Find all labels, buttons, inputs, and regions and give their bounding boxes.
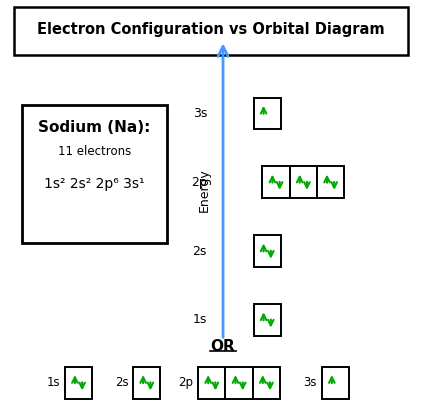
Text: OR: OR bbox=[211, 339, 235, 354]
Bar bbox=[322, 367, 349, 399]
Text: 3s: 3s bbox=[192, 107, 207, 120]
Text: 2s: 2s bbox=[115, 376, 128, 389]
Text: 2p: 2p bbox=[191, 176, 207, 189]
Text: 1s: 1s bbox=[46, 376, 60, 389]
Text: 2p: 2p bbox=[179, 376, 193, 389]
Text: Sodium (Na):: Sodium (Na): bbox=[38, 120, 151, 135]
FancyBboxPatch shape bbox=[14, 7, 408, 55]
Bar bbox=[198, 367, 225, 399]
Text: Electron Configuration vs Orbital Diagram: Electron Configuration vs Orbital Diagra… bbox=[37, 22, 385, 38]
Bar bbox=[262, 166, 289, 198]
Bar bbox=[254, 304, 281, 336]
Bar bbox=[289, 166, 317, 198]
Bar bbox=[317, 166, 344, 198]
FancyBboxPatch shape bbox=[22, 105, 167, 243]
Text: 2s: 2s bbox=[192, 245, 207, 258]
Text: 1s: 1s bbox=[192, 313, 207, 326]
Bar bbox=[133, 367, 160, 399]
Bar bbox=[225, 367, 253, 399]
Text: Energy: Energy bbox=[197, 168, 210, 212]
Text: 11 electrons: 11 electrons bbox=[58, 145, 131, 158]
Bar bbox=[254, 235, 281, 267]
Bar bbox=[254, 98, 281, 129]
Text: 3s: 3s bbox=[303, 376, 317, 389]
Text: 1s² 2s² 2p⁶ 3s¹: 1s² 2s² 2p⁶ 3s¹ bbox=[44, 177, 145, 191]
Bar bbox=[65, 367, 92, 399]
Bar bbox=[253, 367, 280, 399]
